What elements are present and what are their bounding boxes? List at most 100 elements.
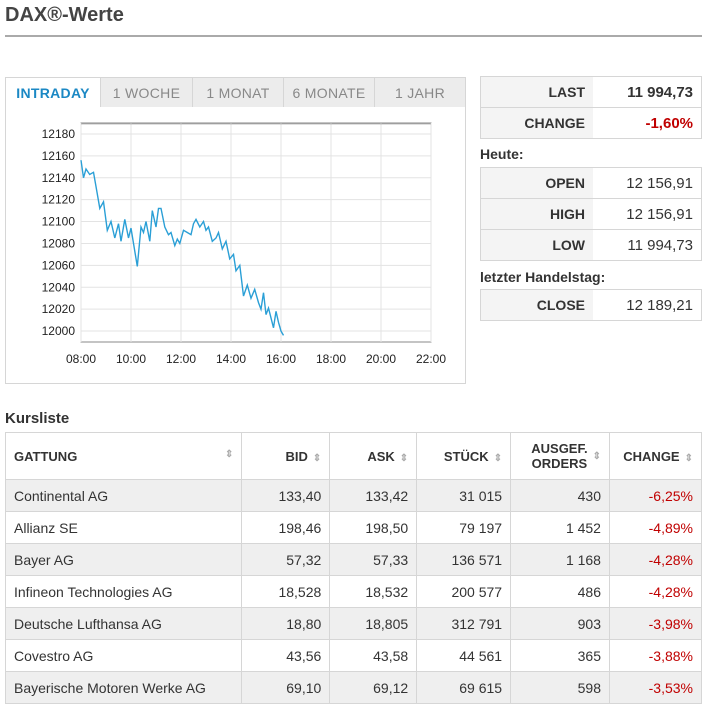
low-row: LOW 11 994,73 — [480, 229, 702, 261]
plot-area — [80, 122, 432, 343]
y-tick-label: 12060 — [42, 258, 76, 272]
x-tick-label: 14:00 — [216, 352, 246, 366]
x-tick-label: 22:00 — [416, 352, 446, 366]
col-stueck-label: STÜCK — [443, 448, 489, 464]
series-line — [80, 160, 285, 336]
col-gattung[interactable]: GATTUNG ⇕ — [4, 432, 243, 480]
cell-orders: 1 168 — [510, 543, 610, 576]
y-tick-label: 12040 — [42, 280, 76, 294]
cell-orders: 430 — [510, 479, 610, 512]
tab-6-monate[interactable]: 6 MONATE — [284, 77, 375, 108]
cell-change: -4,28% — [608, 543, 703, 576]
cell-bid: 198,46 — [241, 511, 331, 544]
cell-ask: 69,12 — [329, 671, 418, 704]
last-label: LAST — [481, 77, 593, 107]
table-row[interactable]: Infineon Technologies AG 18,528 18,532 2… — [4, 575, 703, 608]
chart-tabs: INTRADAY 1 WOCHE 1 MONAT 6 MONATE 1 JAHR — [5, 77, 466, 108]
change-row: CHANGE -1,60% — [480, 107, 702, 139]
y-tick-label: 12100 — [42, 215, 76, 229]
y-tick-label: 12000 — [42, 324, 76, 338]
open-row: OPEN 12 156,91 — [480, 167, 702, 199]
prev-day-heading: letzter Handelstag: — [480, 269, 606, 285]
y-tick-label: 12120 — [42, 193, 76, 207]
col-orders-label: AUSGEF. ORDERS — [531, 441, 587, 471]
low-label: LOW — [481, 230, 593, 260]
cell-name[interactable]: Deutsche Lufthansa AG — [4, 607, 243, 640]
cell-ask: 198,50 — [329, 511, 418, 544]
cell-stueck: 44 561 — [416, 639, 512, 672]
page-title: DAX®-Werte — [5, 4, 124, 26]
cell-name[interactable]: Continental AG — [4, 479, 243, 512]
change-label: CHANGE — [481, 108, 593, 138]
table-row[interactable]: Bayer AG 57,32 57,33 136 571 1 168 -4,28… — [4, 543, 703, 576]
cell-stueck: 200 577 — [416, 575, 512, 608]
cell-change: -3,88% — [608, 639, 703, 672]
cell-orders: 365 — [510, 639, 610, 672]
high-label: HIGH — [481, 199, 593, 229]
cell-bid: 133,40 — [241, 479, 331, 512]
tab-1-monat[interactable]: 1 MONAT — [193, 77, 284, 108]
cell-bid: 43,56 — [241, 639, 331, 672]
cell-name[interactable]: Bayer AG — [4, 543, 243, 576]
x-tick-label: 16:00 — [266, 352, 296, 366]
table-row[interactable]: Continental AG 133,40 133,42 31 015 430 … — [4, 479, 703, 512]
y-tick-label: 12080 — [42, 236, 76, 250]
sort-icon[interactable]: ⇕ — [312, 452, 322, 464]
tab-1-jahr[interactable]: 1 JAHR — [375, 77, 466, 108]
cell-ask: 57,33 — [329, 543, 418, 576]
cell-orders: 1 452 — [510, 511, 610, 544]
low-value: 11 994,73 — [627, 236, 693, 254]
close-label: CLOSE — [481, 290, 593, 320]
tab-intraday[interactable]: INTRADAY — [5, 77, 101, 108]
cell-name[interactable]: Allianz SE — [4, 511, 243, 544]
table-row[interactable]: Allianz SE 198,46 198,50 79 197 1 452 -4… — [4, 511, 703, 544]
cell-name[interactable]: Bayerische Motoren Werke AG — [4, 671, 243, 704]
high-value: 12 156,91 — [626, 205, 693, 223]
tab-1-woche[interactable]: 1 WOCHE — [101, 77, 193, 108]
col-orders-line1: AUSGEF. — [531, 441, 588, 456]
cell-bid: 69,10 — [241, 671, 331, 704]
y-tick-label: 12140 — [42, 171, 76, 185]
col-orders[interactable]: AUSGEF. ORDERS ⇕ — [510, 432, 610, 480]
cell-change: -4,89% — [608, 511, 703, 544]
y-tick-label: 12020 — [42, 302, 76, 316]
open-value: 12 156,91 — [626, 174, 693, 192]
col-stueck[interactable]: STÜCK ⇕ — [416, 432, 512, 480]
cell-bid: 57,32 — [241, 543, 331, 576]
cell-stueck: 312 791 — [416, 607, 512, 640]
cell-stueck: 69 615 — [416, 671, 512, 704]
table-row[interactable]: Bayerische Motoren Werke AG 69,10 69,12 … — [4, 671, 703, 704]
col-change[interactable]: CHANGE ⇕ — [608, 432, 703, 480]
cell-name[interactable]: Covestro AG — [4, 639, 243, 672]
cell-ask: 18,805 — [329, 607, 418, 640]
last-value: 11 994,73 — [627, 83, 693, 101]
cell-stueck: 31 015 — [416, 479, 512, 512]
cell-ask: 18,532 — [329, 575, 418, 608]
cell-name[interactable]: Infineon Technologies AG — [4, 575, 243, 608]
table-row[interactable]: Covestro AG 43,56 43,58 44 561 365 -3,88… — [4, 639, 703, 672]
table-header-row: GATTUNG ⇕ BID ⇕ ASK ⇕ STÜCK ⇕ AUSGEF. ORDER… — [4, 432, 703, 480]
table-row[interactable]: Deutsche Lufthansa AG 18,80 18,805 312 7… — [4, 607, 703, 640]
col-gattung-label: GATTUNG — [14, 448, 78, 464]
sort-icon[interactable]: ⇕ — [684, 452, 693, 464]
sort-icon[interactable]: ⇕ — [592, 451, 601, 463]
intraday-chart: 12000 12020 12040 12060 12080 12100 12120 12140… — [5, 107, 466, 384]
sort-icon[interactable]: ⇕ — [493, 452, 503, 464]
col-ask[interactable]: ASK ⇕ — [329, 432, 418, 480]
col-bid[interactable]: BID ⇕ — [241, 432, 331, 480]
title-divider — [5, 35, 702, 37]
cell-ask: 43,58 — [329, 639, 418, 672]
today-heading: Heute: — [480, 146, 524, 162]
kursliste-table: GATTUNG ⇕ BID ⇕ ASK ⇕ STÜCK ⇕ AUSGEF. ORDER… — [4, 432, 703, 704]
cell-orders: 486 — [510, 575, 610, 608]
cell-stueck: 79 197 — [416, 511, 512, 544]
col-change-label: CHANGE — [623, 448, 680, 464]
last-row: LAST 11 994,73 — [480, 76, 702, 108]
sort-icon[interactable]: ⇕ — [399, 452, 409, 464]
y-tick-label: 12180 — [42, 127, 76, 141]
close-value: 12 189,21 — [626, 296, 693, 314]
sort-icon[interactable]: ⇕ — [225, 448, 234, 460]
x-tick-label: 08:00 — [66, 352, 96, 366]
cell-orders: 598 — [510, 671, 610, 704]
x-tick-label: 18:00 — [316, 352, 346, 366]
